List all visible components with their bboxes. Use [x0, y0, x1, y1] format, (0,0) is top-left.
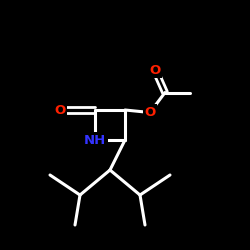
Text: O: O [54, 104, 66, 117]
Text: O: O [144, 106, 156, 119]
Text: O: O [150, 64, 160, 76]
Text: NH: NH [84, 134, 106, 146]
